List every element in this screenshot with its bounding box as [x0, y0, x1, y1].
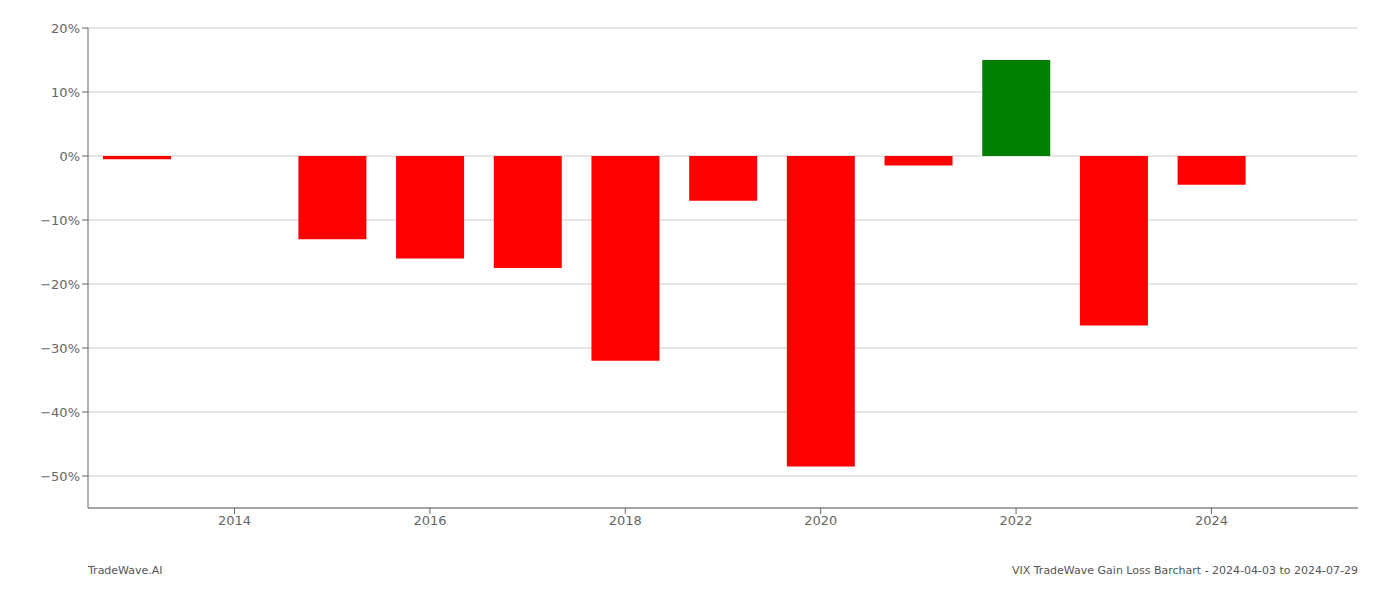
html-text:TradeWave.AI: TradeWave.AI: [88, 563, 163, 577]
svg-text:2024: 2024: [1195, 513, 1228, 528]
svg-text:−30%: −30%: [40, 341, 80, 356]
svg-text:20%: 20%: [51, 21, 80, 36]
svg-text:2020: 2020: [804, 513, 837, 528]
svg-text:−20%: −20%: [40, 277, 80, 292]
svg-text:−50%: −50%: [40, 469, 80, 484]
svg-text:2018: 2018: [609, 513, 642, 528]
svg-text:2016: 2016: [413, 513, 446, 528]
html-text:VIX TradeWave Gain Loss Barcha: VIX TradeWave Gain Loss Barchart - 2024-…: [1012, 563, 1358, 577]
svg-text:−40%: −40%: [40, 405, 80, 420]
svg-text:2014: 2014: [218, 513, 251, 528]
svg-text:−10%: −10%: [40, 213, 80, 228]
svg-text:10%: 10%: [51, 85, 80, 100]
svg-text:0%: 0%: [59, 149, 80, 164]
svg-text:2022: 2022: [1000, 513, 1033, 528]
